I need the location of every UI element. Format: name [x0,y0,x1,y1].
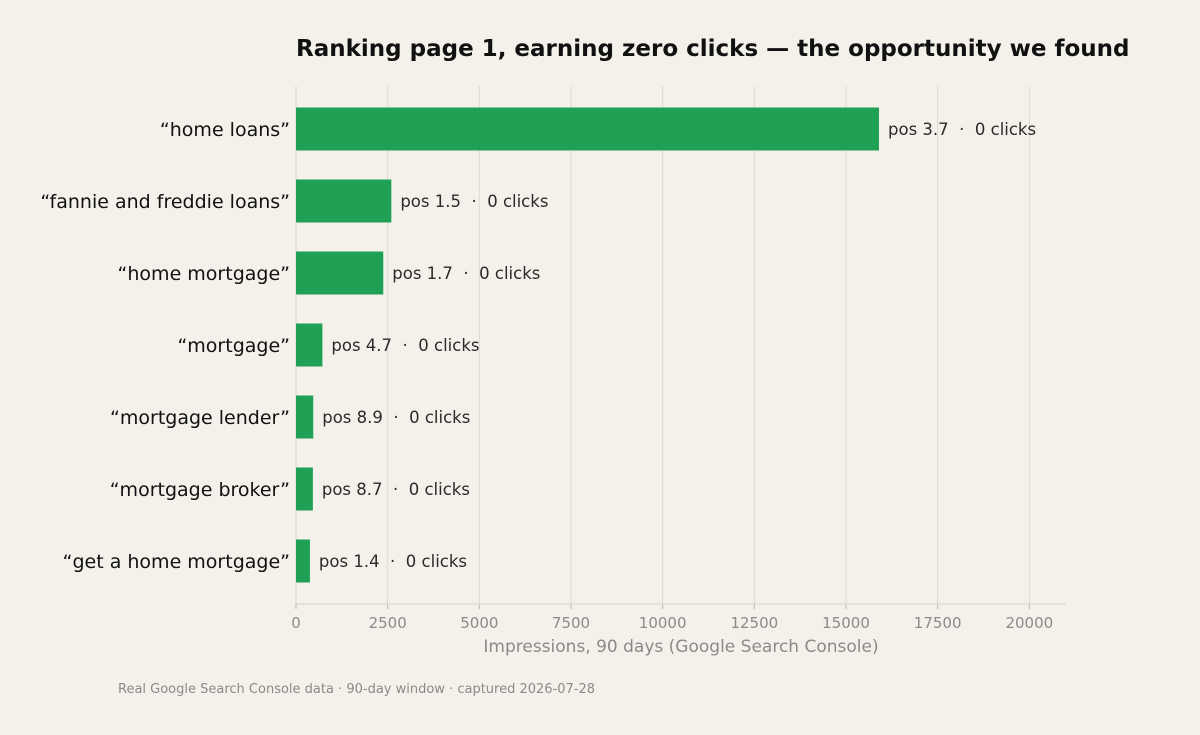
x-tick-label-0: 0 [291,614,301,632]
data-labels: pos 3.7 · 0 clicks pos 1.5 · 0 clicks pos … [319,120,1036,571]
bar-5 [296,467,313,511]
x-tick-label-7500: 7500 [552,614,590,632]
category-label-5: “mortgage broker” [110,479,290,501]
bar-6 [296,539,310,583]
data-label-3: pos 4.7 · 0 clicks [331,336,479,355]
data-label-2: pos 1.7 · 0 clicks [392,264,540,283]
chart-title: Ranking page 1, earning zero clicks — th… [296,36,1130,62]
x-tick-label-17500: 17500 [914,614,962,632]
category-label-6: “get a home mortgage” [63,551,290,573]
x-tick-label-5000: 5000 [460,614,498,632]
category-labels: “home loans” “fannie and freddie loans” “h… [40,119,290,573]
category-label-1: “fannie and freddie loans” [40,191,290,213]
bar-1 [296,179,392,223]
x-axis: 0 2500 5000 7500 10000 12500 15000 17500 20000 [291,86,1066,632]
bar-3 [296,323,323,367]
x-axis-label: Impressions, 90 days (Google Search Cons… [483,637,878,657]
x-tick-label-10000: 10000 [639,614,687,632]
data-label-4: pos 8.9 · 0 clicks [322,408,470,427]
bars [296,107,879,583]
category-label-0: “home loans” [160,119,290,141]
bar-0 [296,107,879,151]
bar-4 [296,395,314,439]
data-label-1: pos 1.5 · 0 clicks [400,192,548,211]
x-tick-label-20000: 20000 [1005,614,1053,632]
x-tick-label-12500: 12500 [730,614,778,632]
data-label-6: pos 1.4 · 0 clicks [319,552,467,571]
category-label-3: “mortgage” [177,335,290,357]
bar-2 [296,251,384,295]
x-tick-label-15000: 15000 [822,614,870,632]
category-label-2: “home mortgage” [118,263,290,285]
data-label-0: pos 3.7 · 0 clicks [888,120,1036,139]
gridlines [387,86,1030,604]
category-label-4: “mortgage lender” [110,407,290,429]
data-label-5: pos 8.7 · 0 clicks [322,480,470,499]
footnote: Real Google Search Console data · 90-day… [118,682,595,697]
x-tick-label-2500: 2500 [369,614,407,632]
